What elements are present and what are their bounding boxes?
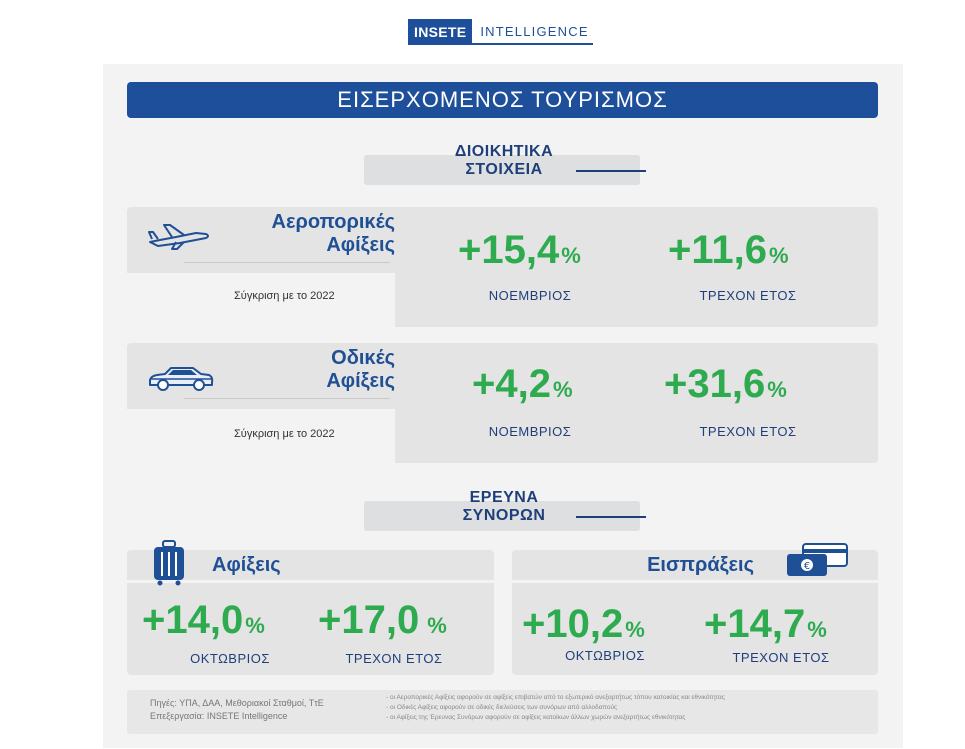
footer-note-1: - οι Αεροπορικές Αφίξεις αφορούν σε αφίξ… [386, 694, 725, 701]
admin-heading-line1: ΔΙΟΙΚΗΤΙΚΑ [454, 143, 554, 160]
footer-processing-line: Επεξεργασία: INSETE Intelligence [150, 711, 288, 721]
admin-heading-line2: ΣΤΟΙΧΕΙΑ [465, 161, 543, 178]
suitcase-icon [151, 540, 187, 591]
footer-note-2: - οι Οδικές Αφίξεις αφορούν σε οδικές δι… [386, 704, 618, 711]
survey-arrivals-title: Αφίξεις [212, 554, 281, 576]
logo-brand: INSETE [408, 19, 473, 45]
survey-receipts-ytd-value: +14,7% [704, 602, 827, 646]
road-ytd-label: ΤΡΕΧΟΝ ΕΤΟΣ [699, 424, 797, 439]
footer-sources-line: Πηγές: ΥΠΑ, ΔΑΑ, Μεθοριακοί Σταθμοί, ΤτΕ [150, 698, 324, 708]
svg-text:€: € [804, 561, 810, 572]
air-title-line2: Αφίξεις [326, 234, 395, 256]
road-title-line1: Οδικές [331, 347, 395, 369]
survey-arrivals-ytd-value: +17,0% [318, 598, 447, 642]
road-title-line2: Αφίξεις [326, 370, 395, 392]
air-month-label: ΝΟΕΜΒΡΙΟΣ [488, 288, 572, 303]
survey-heading-line1: ΕΡΕΥΝΑ [469, 489, 539, 506]
footer-panel [127, 690, 878, 734]
road-comparison-note: Σύγκριση με το 2022 [234, 428, 335, 440]
survey-section-heading: ΕΡΕΥΝΑ ΣΥΝΟΡΩΝ [364, 489, 646, 531]
road-ytd-value: +31,6% [664, 362, 787, 406]
insete-logo: INSETE INTELLIGENCE [408, 19, 593, 45]
footer-sources: Πηγές: ΥΠΑ, ΔΑΑ, Μεθοριακοί Σταθμοί, ΤτΕ… [150, 697, 380, 723]
survey-arrivals-panel [127, 550, 494, 675]
car-icon [147, 366, 215, 397]
page-title: ΕΙΣΕΡΧΟΜΕΝΟΣ ΤΟΥΡΙΣΜΟΣ [127, 82, 878, 118]
survey-arrivals-month-label: ΟΚΤΩΒΡΙΟΣ [190, 651, 270, 666]
survey-receipts-ytd-label: ΤΡΕΧΟΝ ΕΤΟΣ [732, 650, 830, 665]
survey-receipts-title: Εισπράξεις [647, 554, 754, 576]
air-ytd-value: +11,6% [668, 228, 789, 272]
money-card-icon: € [785, 542, 849, 583]
survey-receipts-month-value: +10,2% [522, 602, 645, 646]
air-comparison-note: Σύγκριση με το 2022 [234, 290, 335, 302]
footer-notes: - οι Αεροπορικές Αφίξεις αφορούν σε αφίξ… [386, 693, 876, 723]
air-ytd-label: ΤΡΕΧΟΝ ΕΤΟΣ [699, 288, 797, 303]
road-month-value: +4,2% [472, 362, 573, 406]
survey-arrivals-ytd-label: ΤΡΕΧΟΝ ΕΤΟΣ [345, 651, 443, 666]
logo-text: INTELLIGENCE [472, 19, 593, 45]
airplane-icon [146, 222, 212, 255]
road-month-label: ΝΟΕΜΒΡΙΟΣ [488, 424, 572, 439]
air-month-value: +15,4% [458, 228, 581, 272]
survey-arrivals-month-value: +14,0% [142, 598, 265, 642]
footer-note-3: - οι Αφίξεις της Έρευνας Συνόρων αφορούν… [386, 714, 686, 721]
admin-section-heading: ΔΙΟΙΚΗΤΙΚΑ ΣΤΟΙΧΕΙΑ [364, 143, 646, 185]
survey-heading-line2: ΣΥΝΟΡΩΝ [462, 507, 546, 524]
air-title-line1: Αεροπορικές [271, 211, 395, 233]
survey-receipts-month-label: ΟΚΤΩΒΡΙΟΣ [565, 648, 645, 663]
